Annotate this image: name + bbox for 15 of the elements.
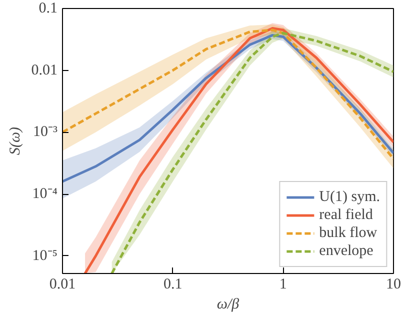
x-tick-label: 10: [386, 276, 401, 292]
legend-label: U(1) sym.: [319, 188, 380, 206]
x-axis-title: ω/β: [216, 296, 240, 312]
y-axis-title: S(ω): [7, 126, 24, 156]
y-tick-label: 10⁻³: [33, 124, 58, 140]
y-tick-label: 0.1: [38, 0, 58, 16]
y-tick-label: 0.01: [31, 62, 58, 78]
legend-label: envelope: [319, 242, 374, 260]
x-tick-label: 0.1: [163, 276, 182, 292]
x-tick-label: 1: [279, 276, 287, 292]
x-tick-label: 0.01: [49, 276, 76, 292]
legend-label: real field: [319, 206, 373, 224]
legend-label: bulk flow: [319, 224, 378, 242]
y-tick-label: 10⁻⁵: [32, 248, 58, 264]
y-tick-label: 10⁻⁴: [32, 186, 58, 202]
